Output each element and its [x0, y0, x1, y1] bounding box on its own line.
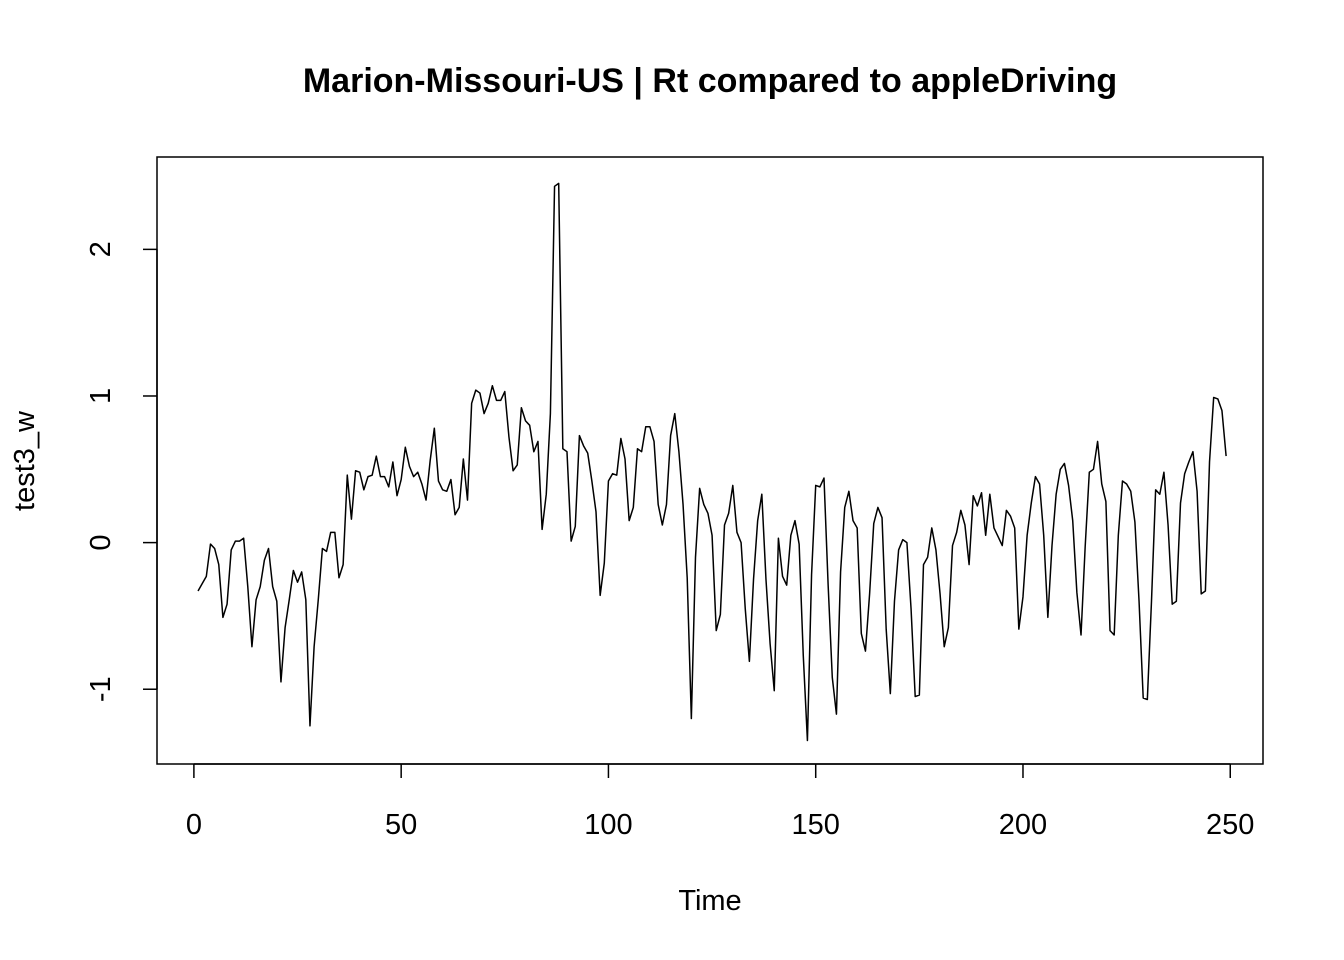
x-tick-label: 250: [1206, 809, 1254, 841]
y-axis-label: test3_w: [9, 410, 41, 511]
x-tick-label: 100: [584, 809, 632, 841]
x-tick-label: 150: [792, 809, 840, 841]
x-tick-label: 50: [385, 809, 417, 841]
x-tick-label: 200: [999, 809, 1047, 841]
y-tick-label: 2: [85, 241, 117, 257]
x-axis: 0 50 100 150 200 250: [186, 763, 1254, 841]
y-axis: -1 0 1 2: [85, 241, 158, 702]
chart-title: Marion-Missouri-US | Rt compared to appl…: [303, 62, 1117, 100]
y-tick-label: 0: [85, 535, 117, 551]
x-axis-label: Time: [678, 885, 741, 917]
series-line: [197, 182, 1227, 742]
x-tick-label: 0: [186, 809, 202, 841]
y-tick-label: -1: [85, 676, 117, 702]
y-tick-label: 1: [85, 388, 117, 404]
